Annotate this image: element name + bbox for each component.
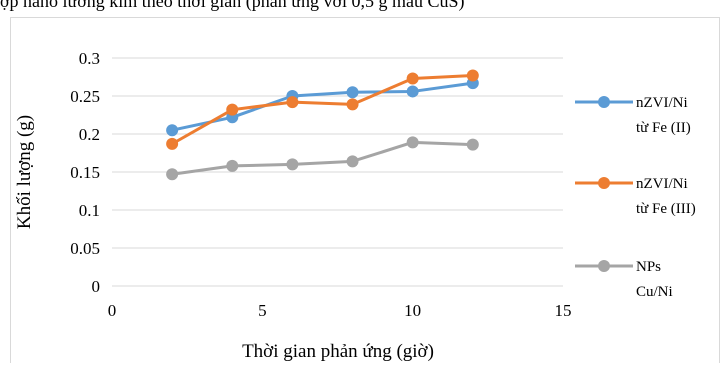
x-axis-label: Thời gian phản ứng (giờ): [242, 341, 434, 362]
y-tick-label: 0.25: [70, 87, 100, 106]
data-point: [226, 159, 239, 172]
series-2: [166, 69, 479, 150]
legend-label: từ Fe (III): [636, 201, 696, 217]
legend-label: từ Fe (II): [636, 120, 691, 136]
legend-label: nZVI/Ni: [636, 176, 688, 192]
y-tick-label: 0: [92, 277, 101, 296]
x-tick-label: 0: [108, 301, 117, 320]
legend-entry-2: nZVI/Ni từ Fe (III): [575, 176, 696, 217]
caption-fragment: ợp nano lưỡng kim theo thời gian (phản ứ…: [0, 0, 723, 14]
y-tick-label: 0.15: [70, 163, 100, 182]
data-point: [346, 98, 359, 111]
data-point: [406, 72, 419, 85]
data-point: [286, 158, 299, 171]
series-line: [171, 81, 474, 132]
data-point: [286, 96, 299, 109]
y-tick-label: 0.3: [79, 49, 100, 68]
x-axis-ticks: 0 5 10 15: [108, 301, 572, 320]
series-1: [166, 77, 479, 137]
legend-entry-3: NPs Cu/Ni: [575, 259, 673, 300]
legend-label: nZVI/Ni: [636, 95, 688, 111]
data-point: [466, 69, 479, 82]
legend-marker: [598, 96, 610, 108]
chart-container: [10, 17, 720, 363]
legend-marker: [598, 177, 610, 189]
series-3: [166, 136, 479, 181]
x-tick-label: 10: [404, 301, 421, 320]
y-axis-label: Khối lượng (g): [14, 115, 35, 229]
series-group: [166, 69, 479, 181]
y-tick-label: 0.2: [79, 125, 100, 144]
data-point: [406, 136, 419, 149]
data-point: [166, 137, 179, 150]
data-point: [166, 124, 179, 137]
data-point: [406, 85, 419, 98]
series-line: [171, 140, 473, 176]
legend-label: Cu/Ni: [636, 284, 673, 300]
series-line: [171, 73, 473, 146]
y-axis-ticks: 0 0.05 0.1 0.15 0.2 0.25 0.3: [70, 49, 100, 296]
x-tick-label: 5: [258, 301, 267, 320]
y-tick-label: 0.1: [79, 201, 100, 220]
data-point: [466, 138, 479, 151]
data-point: [226, 103, 239, 116]
caption-text: ợp nano lưỡng kim theo thời gian (phản ứ…: [0, 0, 465, 11]
legend-marker: [598, 260, 610, 272]
data-point: [166, 168, 179, 181]
legend-entry-1: nZVI/Ni từ Fe (II): [575, 95, 691, 136]
data-point: [346, 155, 359, 168]
x-tick-label: 15: [555, 301, 572, 320]
legend-label: NPs: [636, 259, 661, 275]
y-tick-label: 0.05: [70, 239, 100, 258]
data-point: [346, 86, 359, 99]
legend: nZVI/Ni từ Fe (II) nZVI/Ni từ Fe (III) NPs Cu…: [575, 95, 696, 300]
